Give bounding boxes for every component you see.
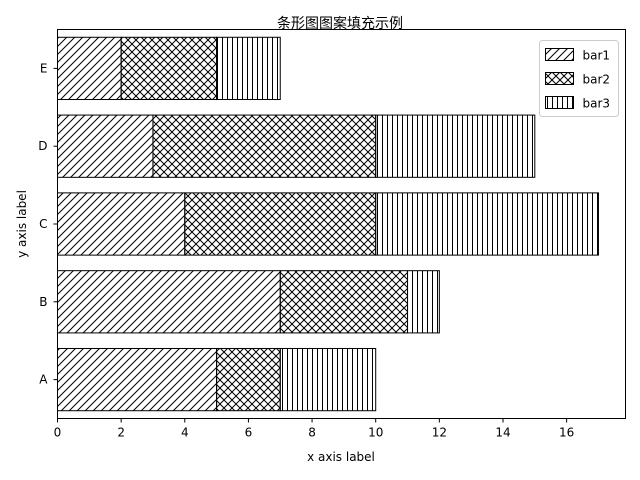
bars-group [57,36,599,412]
x-axis-label: x axis label [307,450,375,464]
bar-bar1-E [57,36,122,101]
bar-bar1-B [57,270,281,334]
legend-swatch-bar1 [545,48,574,61]
bar-bar2-E [120,36,218,101]
y-tick-label: E [40,61,48,75]
bar-bar1-D [57,114,154,178]
bar-bar2-A [216,347,281,412]
x-tick-label: 0 [54,426,62,440]
bar-bar2-B [279,270,409,334]
x-tick-label: 10 [368,426,383,440]
legend-label-bar3: bar3 [583,97,611,111]
x-tick-label: 6 [245,426,253,440]
chart-title: 条形图图案填充示例 [277,15,403,32]
x-tick-label: 4 [181,426,189,440]
x-tick-label: 16 [559,426,574,440]
bar-bar3-E [216,36,281,101]
legend-label-bar1: bar1 [583,49,611,63]
y-axis-label: y axis label [15,190,29,258]
x-tick-label: 2 [117,426,125,440]
legend-label-bar2: bar2 [583,73,611,87]
legend-swatch-bar2 [545,72,574,85]
legend: bar1 bar2 bar3 [539,40,619,117]
bar-bar3-C [375,192,599,256]
bar-bar3-B [407,270,440,334]
y-tick-label: C [39,217,47,231]
y-tick-label: D [38,139,47,153]
y-tick-label: A [39,373,48,387]
bar-bar1-A [57,347,218,412]
y-tick-label: B [39,295,47,309]
bar-bar3-A [279,347,377,412]
x-tick-label: 8 [308,426,316,440]
bar-bar2-D [152,114,377,178]
x-tick-label: 14 [495,426,510,440]
x-tick-label: 12 [432,426,447,440]
bar-bar1-C [57,192,186,256]
legend-swatch-bar3 [545,96,574,109]
x-axis-ticks: 0 2 4 6 8 10 12 14 16 [54,418,574,440]
y-axis-ticks: A B C D E [38,61,58,387]
bar-bar2-C [184,192,377,256]
bar-bar3-D [375,114,536,178]
